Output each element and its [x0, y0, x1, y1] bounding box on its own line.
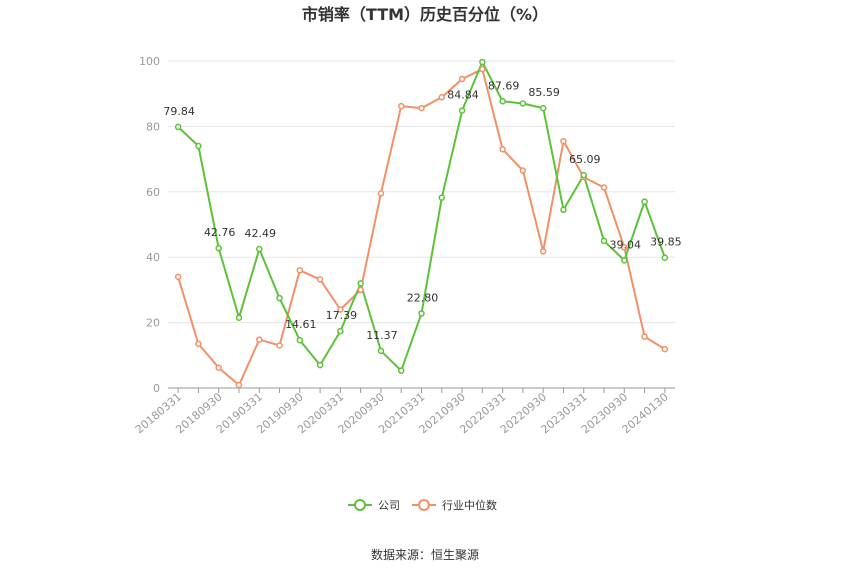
data-point [397, 102, 405, 110]
data-point [641, 333, 648, 340]
data-point [337, 327, 344, 335]
data-point [499, 146, 506, 153]
data-point [357, 286, 364, 294]
chart-title: 市销率（TTM）历史百分位（%） [302, 5, 548, 24]
data-point [256, 336, 263, 343]
data-label: 87.69 [488, 79, 520, 92]
y-tick-label: 80 [146, 120, 160, 133]
data-label: 11.37 [366, 329, 398, 342]
data-point [276, 342, 283, 349]
data-label: 17.39 [326, 309, 358, 322]
data-point [641, 198, 648, 205]
y-tick-label: 100 [139, 55, 160, 68]
data-label: 42.49 [245, 227, 277, 240]
y-tick-label: 40 [146, 251, 160, 264]
y-axis-ticks: 0 20 40 60 80 100 [139, 55, 160, 395]
data-point [215, 244, 222, 252]
data-point [256, 245, 263, 253]
data-point [519, 100, 527, 107]
x-axis: 2018033120180930201903312019093020200331… [133, 387, 675, 436]
data-point [174, 273, 182, 281]
data-point [479, 65, 486, 73]
data-point [499, 98, 506, 105]
data-point [337, 306, 344, 313]
data-label: 22.80 [407, 291, 439, 304]
data-point [621, 244, 628, 251]
data-label: 39.85 [650, 236, 682, 249]
data-point [600, 184, 608, 191]
data-point [316, 276, 324, 283]
data-label: 79.84 [163, 105, 195, 118]
data-point [661, 345, 669, 353]
data-label: 85.59 [528, 86, 560, 99]
data-point [174, 123, 182, 131]
legend-item[interactable]: 公司 [348, 499, 400, 512]
data-labels: 79.84 42.76 42.49 14.61 17.39 11.37 22.80 84.84… [163, 79, 681, 342]
series-points [174, 58, 669, 389]
data-point [560, 206, 567, 214]
data-point [397, 367, 405, 374]
data-point [438, 194, 446, 201]
data-point [418, 104, 425, 112]
data-point [215, 364, 222, 371]
data-point [195, 340, 202, 348]
data-point [458, 75, 466, 83]
y-tick-label: 0 [153, 382, 160, 395]
data-point [560, 137, 567, 145]
data-point [539, 248, 547, 255]
data-point [357, 280, 364, 287]
data-label: 65.09 [569, 153, 601, 166]
y-tick-label: 20 [146, 317, 160, 330]
source-note: 数据来源：恒生聚源 [371, 547, 479, 562]
data-point [600, 237, 608, 245]
legend-swatch-marker [418, 499, 430, 511]
data-point [377, 190, 385, 197]
grid [168, 60, 675, 324]
data-point [418, 310, 425, 317]
data-point [296, 267, 304, 274]
data-point [235, 314, 243, 321]
data-point [539, 104, 547, 112]
data-point [621, 257, 628, 264]
data-point [458, 107, 466, 114]
data-point [377, 347, 385, 355]
data-point [580, 171, 587, 179]
legend-swatch-marker [354, 499, 366, 511]
legend[interactable]: 公司 行业中位数 [348, 498, 497, 512]
data-point [276, 294, 283, 302]
y-tick-label: 60 [146, 186, 160, 199]
data-label: 42.76 [204, 226, 236, 239]
data-label: 84.84 [447, 89, 479, 102]
data-point [519, 167, 527, 174]
data-point [235, 381, 243, 389]
legend-label: 行业中位数 [442, 498, 497, 512]
data-point [316, 361, 324, 369]
data-point [195, 142, 202, 150]
data-label: 14.61 [285, 318, 317, 331]
data-point [479, 58, 486, 66]
data-point [661, 254, 669, 261]
data-point [438, 94, 446, 101]
legend-item[interactable]: 行业中位数 [412, 498, 497, 512]
data-label: 39.04 [610, 238, 642, 251]
legend-label: 公司 [378, 499, 400, 512]
data-point [296, 336, 304, 344]
